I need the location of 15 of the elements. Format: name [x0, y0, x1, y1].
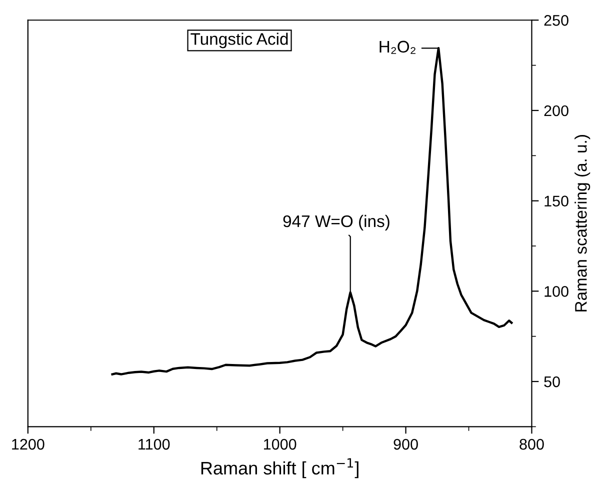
x-tick-label: 1000	[264, 438, 296, 450]
y-tick-label: 100	[544, 286, 568, 297]
y-axis-title: Raman scattering (a. u.)	[574, 135, 590, 312]
annotation: 947 W=O (ins)	[283, 214, 390, 230]
annotation: H₂O₂	[380, 40, 416, 54]
x-tick-label: 1200	[12, 438, 44, 450]
y-tick-label: 200	[544, 105, 568, 116]
y-tick-label: 150	[544, 196, 568, 207]
x-tick-label: 900	[394, 438, 418, 450]
x-tick-label: 1100	[138, 438, 170, 450]
annotation: Tungstic Acid	[190, 32, 288, 48]
y-tick-label: 250	[544, 15, 568, 26]
y-tick-label: 50	[544, 376, 560, 388]
x-axis-title: Raman shift [ cm$^{−1}$]	[201, 458, 358, 478]
x-tick-label: 800	[520, 438, 544, 450]
